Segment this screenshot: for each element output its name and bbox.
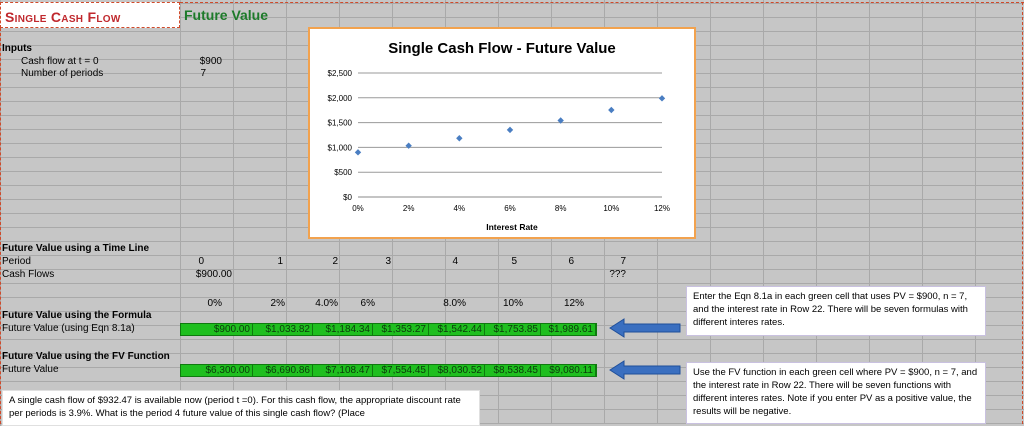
cashflow-cell-7[interactable]: ??? xyxy=(609,269,626,280)
chart-y-tick-label: $2,500 xyxy=(328,69,353,78)
chart-x-tick-label: 2% xyxy=(403,204,415,213)
chart-y-tick-label: $500 xyxy=(334,168,352,177)
period-cell-0[interactable]: 0 xyxy=(198,256,204,267)
sheet-subtitle: Future Value xyxy=(184,7,269,23)
period-label: Period xyxy=(2,256,31,267)
chart-data-point xyxy=(506,126,514,134)
arrow-left-icon xyxy=(609,318,681,338)
arrow-left-icon xyxy=(609,360,681,380)
chart-x-tick-label: 4% xyxy=(454,204,466,213)
fv-value-cell-1[interactable]: $6,690.86 xyxy=(253,365,313,376)
fv-value-cell-4[interactable]: $8,030.52 xyxy=(429,365,485,376)
rate-cell-4[interactable]: 8.0% xyxy=(443,298,466,309)
fv-chart-svg: Single Cash Flow - Future Value $0 $500 $1… xyxy=(328,40,670,232)
formula-value-row: $900.00 $1,033.82 $1,184.34 $1,353.27 $1… xyxy=(180,323,597,336)
periods-label: Number of periods xyxy=(21,68,104,79)
chart-y-tick-label: $1,500 xyxy=(328,119,353,128)
formula-value-cell-3[interactable]: $1,353.27 xyxy=(373,324,429,335)
rate-cell-1[interactable]: 2% xyxy=(270,298,285,309)
chart-data-point xyxy=(658,95,666,102)
formula-label: Future Value (using Eqn 8.1a) xyxy=(2,323,135,334)
chart-x-tick-label: 8% xyxy=(555,204,567,213)
cashflows-label: Cash Flows xyxy=(2,269,55,280)
fv-value-cell-6[interactable]: $9,080.11 xyxy=(541,365,596,376)
fv-function-header: Future Value using the FV Function xyxy=(2,351,170,362)
chart-x-tick-label: 10% xyxy=(603,204,619,213)
chart-data-point xyxy=(405,142,412,149)
formula-header: Future Value using the Formula xyxy=(2,310,152,321)
cashflow-label: Cash flow at t = 0 xyxy=(21,56,99,67)
period-cell-7[interactable]: 7 xyxy=(620,256,626,267)
formula-value-cell-1[interactable]: $1,033.82 xyxy=(253,324,313,335)
inputs-header: Inputs xyxy=(2,43,32,54)
fv-function-value-row: $6,300.00 $6,690.86 $7,108.47 $7,554.45 … xyxy=(180,364,597,377)
chart-title: Single Cash Flow - Future Value xyxy=(388,40,616,57)
sheet-title: Single Cash Flow xyxy=(5,9,121,25)
formula-value-cell-4[interactable]: $1,542.44 xyxy=(429,324,485,335)
sheet-border-left xyxy=(0,28,1,424)
period-cell-1[interactable]: 1 xyxy=(277,256,283,267)
chart-data-point xyxy=(456,135,463,142)
chart-data-point xyxy=(354,149,362,156)
chart-data-point xyxy=(608,106,615,114)
chart-y-tick-label: $1,000 xyxy=(328,143,353,152)
fv-function-instruction-note[interactable]: Use the FV function in each green cell w… xyxy=(686,362,986,424)
sheet-border-top xyxy=(180,2,1024,3)
fv-value-cell-5[interactable]: $8,538.45 xyxy=(485,365,541,376)
period-cell-4[interactable]: 4 xyxy=(452,256,458,267)
formula-instruction-note[interactable]: Enter the Eqn 8.1a in each green cell th… xyxy=(686,286,986,336)
cashflow-cell-0[interactable]: $900.00 xyxy=(195,269,232,280)
cashflow-value-cell[interactable]: $900 xyxy=(199,56,222,67)
periods-value-cell[interactable]: 7 xyxy=(200,68,206,79)
fv-value-cell-2[interactable]: $7,108.47 xyxy=(313,365,373,376)
fv-value-cell-0[interactable]: $6,300.00 xyxy=(181,365,253,376)
period-cell-2[interactable]: 2 xyxy=(332,256,338,267)
rate-cell-2[interactable]: 4.0% xyxy=(315,298,338,309)
chart-y-tick-label: $0 xyxy=(343,193,352,202)
period-cell-3[interactable]: 3 xyxy=(385,256,391,267)
question-text-box[interactable]: A single cash flow of $932.47 is availab… xyxy=(2,390,480,426)
rate-cell-6[interactable]: 12% xyxy=(563,298,584,309)
chart-x-tick-label: 6% xyxy=(504,204,516,213)
chart-x-axis-label: Interest Rate xyxy=(486,222,538,232)
chart-x-tick-label: 0% xyxy=(352,204,364,213)
chart-x-tick-label: 12% xyxy=(654,204,670,213)
fv-value-cell-3[interactable]: $7,554.45 xyxy=(373,365,429,376)
fv-function-label: Future Value xyxy=(2,364,59,375)
period-cell-6[interactable]: 6 xyxy=(568,256,574,267)
formula-value-cell-2[interactable]: $1,184.34 xyxy=(313,324,373,335)
fv-chart[interactable]: Single Cash Flow - Future Value $0 $500 $1… xyxy=(308,27,696,239)
chart-y-tick-label: $2,000 xyxy=(328,94,353,103)
title-cell[interactable]: Single Cash Flow xyxy=(0,2,180,28)
rate-cell-5[interactable]: 10% xyxy=(502,298,523,309)
timeline-header: Future Value using a Time Line xyxy=(2,243,150,254)
formula-value-cell-0[interactable]: $900.00 xyxy=(181,324,253,335)
rate-cell-0[interactable]: 0% xyxy=(207,298,222,309)
rate-cell-3[interactable]: 6% xyxy=(360,298,375,309)
formula-value-cell-6[interactable]: $1,989.61 xyxy=(541,324,596,335)
period-cell-5[interactable]: 5 xyxy=(511,256,517,267)
formula-value-cell-5[interactable]: $1,753.85 xyxy=(485,324,541,335)
sheet-border-right xyxy=(1022,2,1023,424)
